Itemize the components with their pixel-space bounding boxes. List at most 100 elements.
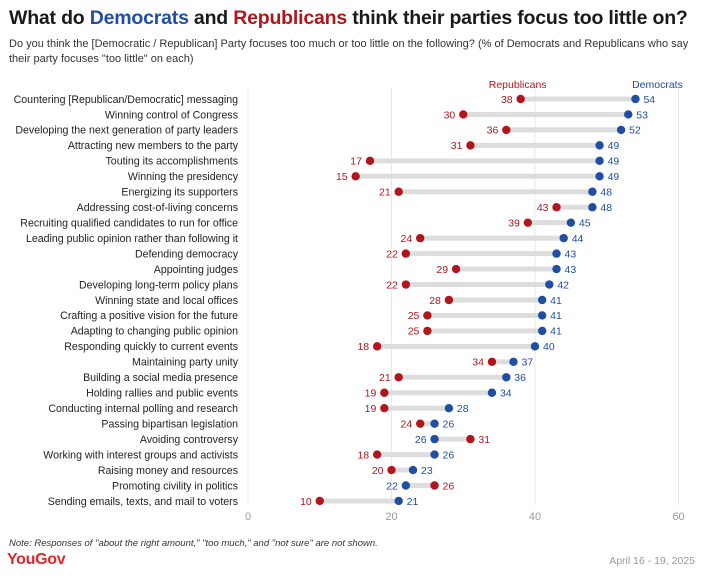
republican-value-label: 25 xyxy=(408,326,420,338)
democrat-dot xyxy=(552,249,561,258)
republican-dot xyxy=(459,110,468,119)
democrat-dot xyxy=(430,434,439,444)
republican-dot xyxy=(444,295,454,305)
title-part-3: think their parties focus too little on? xyxy=(346,7,688,29)
democrat-value-label: 26 xyxy=(443,449,455,461)
republican-value-label: 39 xyxy=(508,217,520,229)
category-label: Raising money and resources xyxy=(98,465,238,477)
republican-dot xyxy=(351,172,360,181)
republican-value-label: 24 xyxy=(401,418,413,430)
dot-plot: 0 20 40 60 Republicans Democrats Countering [R… xyxy=(14,79,685,523)
republican-dot xyxy=(401,249,411,258)
democrat-value-label: 23 xyxy=(421,465,433,477)
republican-dot xyxy=(451,264,461,274)
republican-value-label: 30 xyxy=(444,109,456,121)
republican-dot xyxy=(380,404,389,413)
democrat-dot xyxy=(401,481,411,490)
republican-value-label: 36 xyxy=(487,125,499,137)
democrat-value-label: 43 xyxy=(565,264,577,276)
democrat-value-label: 53 xyxy=(636,109,648,121)
democrat-value-label: 28 xyxy=(457,403,469,415)
democrat-dot xyxy=(588,187,597,196)
category-label: Working with interest groups and activis… xyxy=(43,449,238,461)
republican-value-label: 22 xyxy=(386,279,398,291)
republican-value-label: 18 xyxy=(357,449,369,461)
democrat-value-label: 41 xyxy=(550,295,562,307)
democrat-dot xyxy=(545,280,554,289)
category-label: Adapting to changing public opinion xyxy=(71,326,238,338)
democrat-dot xyxy=(537,326,547,336)
democrat-dot xyxy=(552,264,561,274)
category-label: Winning control of Congress xyxy=(105,109,238,121)
category-label: Defending democracy xyxy=(135,248,239,260)
democrat-value-label: 40 xyxy=(543,341,555,353)
x-tick-label: 0 xyxy=(245,511,251,523)
republican-value-label: 17 xyxy=(350,156,362,168)
title-democrats: Democrats xyxy=(89,7,189,29)
republican-dot xyxy=(387,465,396,475)
democrat-dot xyxy=(566,218,576,227)
republican-dot xyxy=(315,496,324,506)
republican-dot xyxy=(372,450,382,459)
democrat-value-label: 41 xyxy=(550,310,562,322)
republican-dot xyxy=(401,280,411,289)
republican-value-label: 43 xyxy=(537,202,549,214)
category-label: Promoting civility in politics xyxy=(112,480,238,492)
republican-value-label: 20 xyxy=(372,465,384,477)
democrat-dot xyxy=(530,342,540,351)
republican-dot xyxy=(466,434,475,444)
republican-value-label: 34 xyxy=(472,357,484,369)
category-label: Energizing its supporters xyxy=(121,187,238,199)
republican-value-label: 22 xyxy=(386,248,398,260)
democrat-dot xyxy=(588,203,597,212)
democrat-dot xyxy=(624,110,633,119)
title-part-2: and xyxy=(188,7,234,29)
category-label: Countering [Republican/Democratic] messa… xyxy=(14,94,238,106)
category-label: Recruiting qualified candidates to run f… xyxy=(20,217,238,229)
republican-dot xyxy=(372,342,382,351)
republican-value-label: 15 xyxy=(336,171,348,183)
democrat-value-label: 49 xyxy=(608,140,620,152)
democrat-value-label: 21 xyxy=(407,496,419,508)
yougov-logo: YouGov xyxy=(7,551,66,568)
republican-dot xyxy=(365,156,375,166)
democrat-value-label: 42 xyxy=(557,279,569,291)
category-label: Winning the presidency xyxy=(128,171,239,183)
democrat-value-label: 52 xyxy=(629,125,641,137)
footnote: Note: Responses of "about the right amou… xyxy=(9,538,378,549)
democrat-value-label: 22 xyxy=(386,480,398,492)
republican-dot xyxy=(380,388,389,397)
democrat-dot xyxy=(487,388,497,397)
republican-value-label: 25 xyxy=(408,310,420,322)
republican-value-label: 31 xyxy=(451,140,463,152)
category-label: Developing the next generation of party … xyxy=(15,125,238,137)
democrat-value-label: 43 xyxy=(565,248,577,260)
category-label: Leading public opinion rather than follo… xyxy=(26,233,238,245)
category-label: Winning state and local offices xyxy=(95,295,238,307)
democrat-dot xyxy=(509,357,518,367)
democrat-value-label: 49 xyxy=(608,171,620,183)
category-label: Passing bipartisan legislation xyxy=(101,418,238,430)
republican-value-label: 24 xyxy=(401,233,413,245)
democrat-dot xyxy=(430,450,439,459)
category-label: Appointing judges xyxy=(154,264,238,276)
category-label: Sending emails, texts, and mail to voter… xyxy=(48,496,238,508)
republican-dot xyxy=(516,94,525,104)
democrat-value-label: 36 xyxy=(514,372,526,384)
democrat-value-label: 45 xyxy=(579,217,591,229)
category-label: Building a social media presence xyxy=(83,372,238,384)
democrat-value-label: 26 xyxy=(443,418,455,430)
republican-dot xyxy=(394,373,403,382)
democrat-value-label: 37 xyxy=(521,357,533,369)
republican-dot xyxy=(416,419,425,428)
category-label: Holding rallies and public events xyxy=(86,388,238,400)
category-label: Attracting new members to the party xyxy=(68,140,239,152)
republican-dot xyxy=(502,125,511,135)
x-tick-label: 20 xyxy=(385,511,397,523)
republican-value-label: 21 xyxy=(379,372,391,384)
title-part-1: What do xyxy=(9,7,90,29)
legend-democrats: Democrats xyxy=(632,79,683,91)
category-label: Touting its accomplishments xyxy=(106,156,238,168)
republican-value-label: 26 xyxy=(443,480,455,492)
democrat-dot xyxy=(595,172,604,181)
